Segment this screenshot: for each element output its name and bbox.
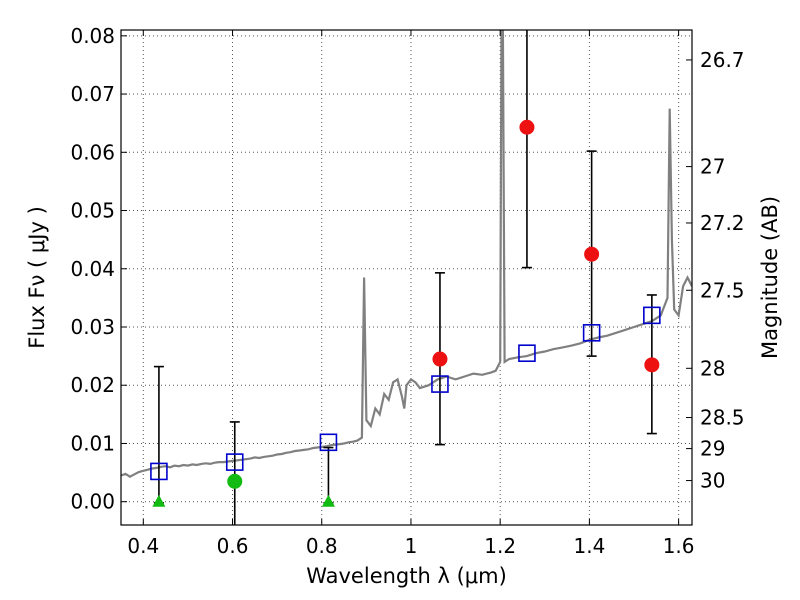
red-circle-point [644,357,660,373]
model-flux-square [150,462,168,481]
plot-frame [120,29,693,526]
upper-limit-triangle [321,494,335,507]
mag-tick-label: 29 [700,437,725,461]
mag-tick-label: 26.7 [700,48,745,72]
x-tick-label: 1.4 [573,534,605,558]
green-circle-point [227,473,243,489]
y-tick-label: 0.04 [70,257,115,281]
mag-tick-label: 27 [700,155,725,179]
y-tick-label: 0.05 [70,199,115,223]
red-circle-point [584,246,600,262]
plot-area [121,30,692,525]
grid [121,30,692,525]
y-tick-label: 0.00 [70,490,115,514]
mag-tick-label: 28 [700,356,725,380]
x-tick-label: 1 [405,534,418,558]
mag-tick-label: 27.5 [700,278,745,302]
y-tick-label: 0.07 [70,82,115,106]
x-tick-label: 0.8 [306,534,338,558]
axes-ticks: 0.4 0.6 0.8 1 1.2 1.4 1.6 0.00 0.01 0.02 0.03 0.04 0… [70,24,744,558]
model-flux-square [518,344,536,363]
upper-limit-triangle [152,494,166,507]
y-tick-label: 0.03 [70,315,115,339]
x-tick-label: 1.6 [663,534,695,558]
model-flux-square [431,375,449,393]
model-flux-square [643,306,661,325]
mag-tick-label: 28.5 [700,406,745,430]
model-flux-square [319,433,338,452]
y-tick-label: 0.02 [70,373,115,397]
model-flux-square [225,453,244,471]
y-tick-label: 0.06 [70,140,115,164]
x-axis-title: Wavelength λ (μm) [306,564,507,588]
model-flux-square [582,324,601,342]
y-axis-title: Flux Fν ( μJy ) [25,206,49,349]
red-circle-point [432,351,448,367]
model-spectrum-line [121,30,692,478]
red-circle-point [519,119,535,135]
y-tick-label: 0.01 [70,431,115,455]
mag-tick-label: 27.2 [700,211,745,235]
y-tick-label: 0.08 [70,24,115,48]
mag-tick-label: 30 [700,469,725,493]
y2-axis-title: Magnitude (AB) [758,196,782,359]
x-tick-label: 1.2 [484,534,516,558]
x-tick-label: 0.4 [127,534,159,558]
x-tick-label: 0.6 [217,534,249,558]
